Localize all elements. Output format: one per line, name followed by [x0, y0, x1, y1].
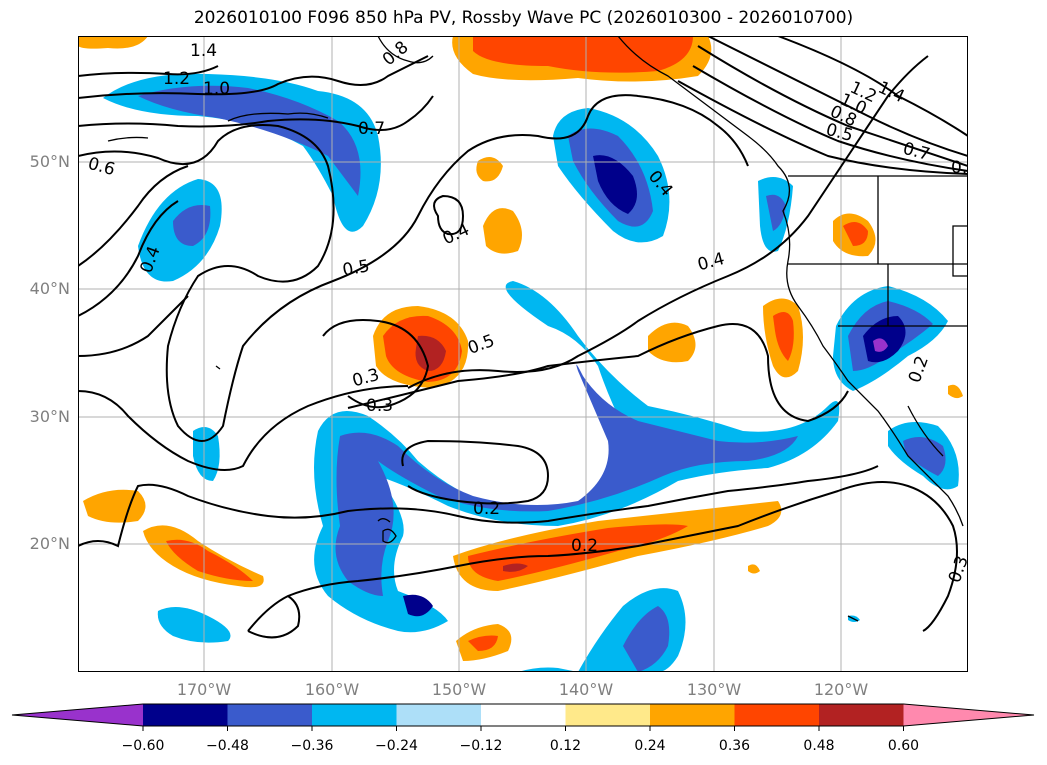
contour-label: 0.5 — [341, 256, 371, 280]
map-border — [78, 36, 968, 672]
colorbar-tick-label: 0.36 — [718, 738, 751, 754]
contour-label: 1.2 — [163, 69, 190, 89]
lat-label-20n: 20°N — [29, 534, 70, 553]
colorbar-segment — [312, 704, 397, 726]
pv-contours — [77, 35, 969, 639]
colorbar-tick-label: 0.12 — [549, 738, 582, 754]
lat-label-50n: 50°N — [29, 152, 70, 171]
lon-label-150w: 150°W — [431, 680, 487, 699]
lat-label-30n: 30°N — [29, 407, 70, 426]
lat-label-40n: 40°N — [29, 279, 70, 298]
map-title: 2026010100 F096 850 hPa PV, Rossby Wave … — [193, 8, 854, 28]
colorbar-segment — [819, 704, 904, 726]
colorbar-segment — [481, 704, 566, 726]
colorbar-tick-label: −0.48 — [206, 738, 249, 754]
colorbar-segment — [565, 704, 651, 726]
colorbar-extend-low — [12, 704, 143, 726]
graticule — [78, 36, 968, 672]
colorbar-segment — [650, 704, 735, 726]
contour-label: 0.7 — [358, 119, 385, 139]
lon-label-130w: 130°W — [686, 680, 742, 699]
contour-label: 1.4 — [190, 41, 217, 61]
colorbar-tick-label: −0.24 — [375, 738, 418, 754]
colorbar — [11, 703, 1035, 731]
lon-label-140w: 140°W — [558, 680, 614, 699]
coastlines — [107, 35, 969, 622]
contour-label: 1.0 — [203, 79, 230, 99]
colorbar-segments — [11, 703, 1035, 727]
colorbar-segment — [227, 704, 313, 726]
map-panel: 1.4 1.2 1.0 0.8 0.7 0.6 0.4 0.4 0.5 0.5 … — [77, 35, 978, 672]
colorbar-segment — [734, 704, 820, 726]
map-canvas: 1.4 1.2 1.0 0.8 0.7 0.6 0.4 0.4 0.5 0.5 … — [77, 35, 978, 672]
contour-label: 0.6 — [951, 158, 968, 178]
colorbar-tick-label: 0.48 — [803, 738, 835, 754]
colorbar-tick-label: 0.24 — [634, 738, 666, 754]
shaded-anomalies — [78, 36, 963, 672]
colorbar-tick-label: −0.60 — [121, 738, 165, 754]
lon-label-160w: 160°W — [304, 680, 360, 699]
lon-label-120w: 120°W — [813, 680, 869, 699]
colorbar-extend-high — [903, 704, 1034, 726]
colorbar-tick-label: −0.36 — [290, 738, 334, 754]
colorbar-tick-label: 0.60 — [887, 738, 920, 754]
colorbar-tick-label: −0.12 — [459, 738, 503, 754]
lon-label-170w: 170°W — [176, 680, 232, 699]
colorbar-segment — [143, 704, 228, 726]
colorbar-segment — [396, 704, 482, 726]
contour-label: 0.3 — [366, 396, 393, 416]
contour-label: 0.2 — [473, 499, 500, 519]
colorbar-ticks — [142, 726, 904, 731]
contour-label: 0.2 — [571, 536, 598, 556]
